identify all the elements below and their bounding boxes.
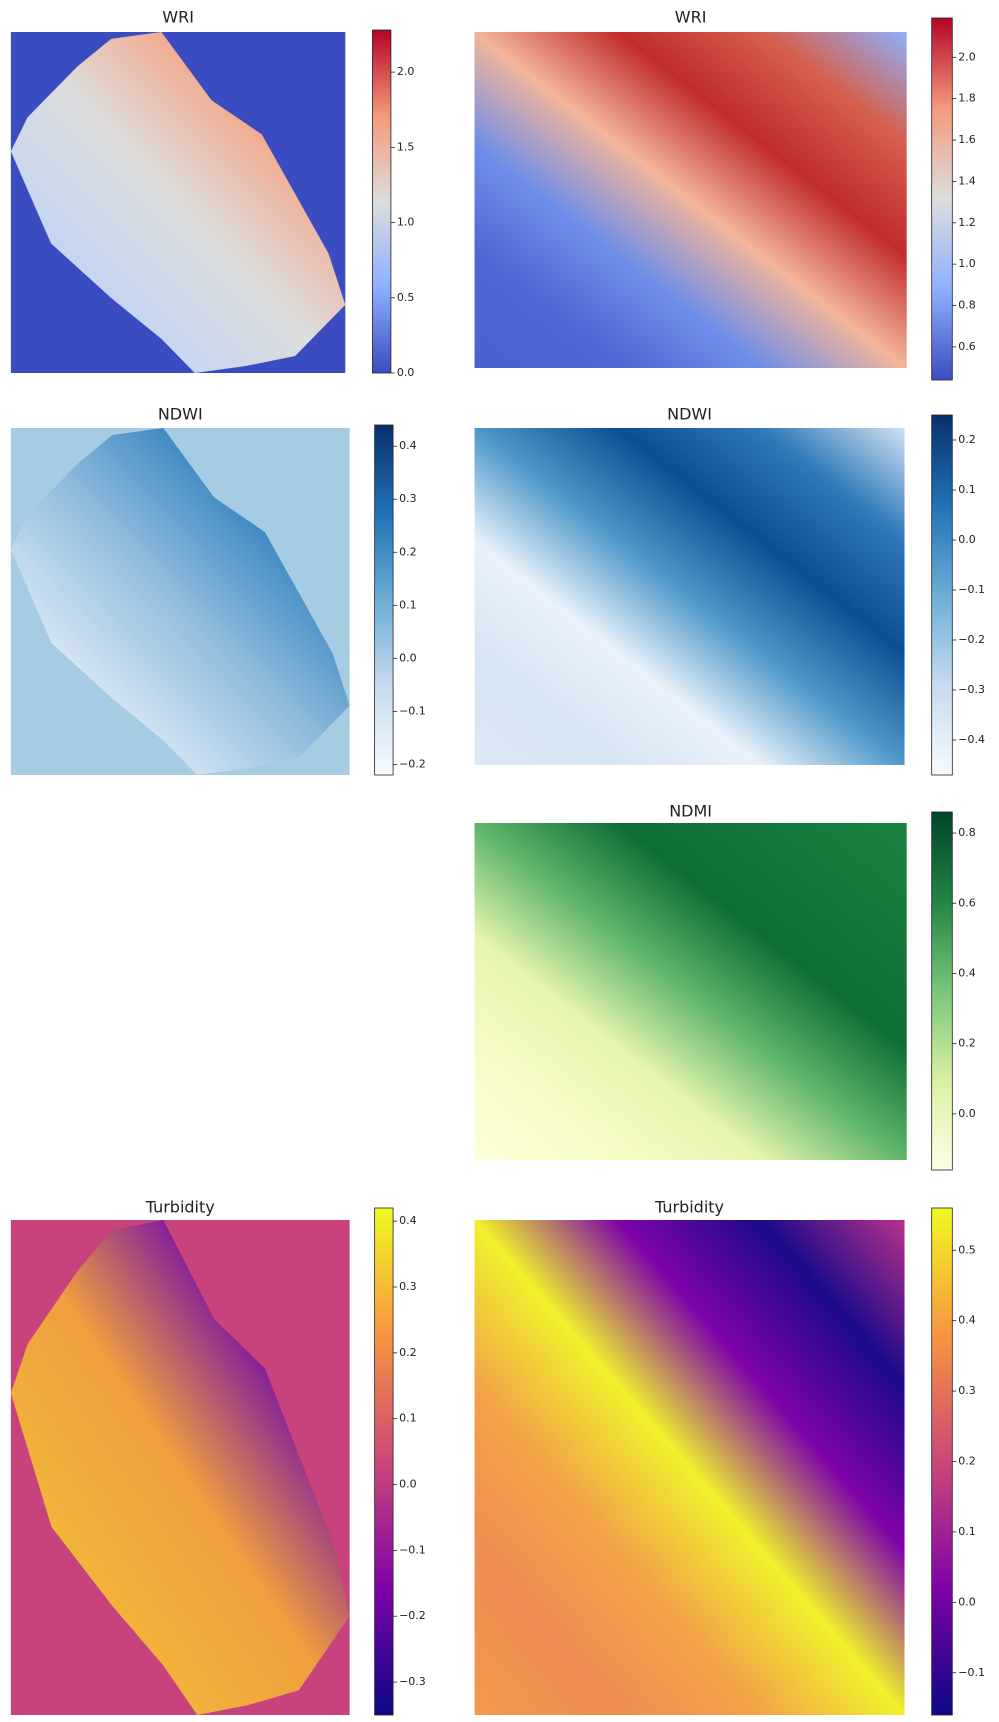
colorbar-tick-label: 0.8: [958, 299, 976, 312]
colorbar-tick-label: 0.3: [399, 492, 417, 505]
colorbar-tick-label: 0.1: [958, 483, 976, 496]
colorbar-tick-label: 0.0: [399, 651, 417, 664]
image-footprint: [10, 428, 350, 775]
colorbar-tick-label: −0.3: [958, 683, 985, 696]
colorbar-tick-label: 0.3: [399, 1280, 417, 1293]
colorbar-tick-label: 0.0: [397, 366, 415, 379]
colorbar: [931, 1207, 953, 1716]
colorbar: [372, 29, 392, 374]
colorbar-tick-label: 2.0: [958, 50, 976, 63]
panel-title: Turbidity: [145, 1198, 215, 1217]
colorbar-tick-label: 0.2: [958, 1455, 976, 1468]
image: [474, 32, 907, 368]
colorbar-tick-label: −0.1: [399, 704, 426, 717]
colorbar-tick-label: −0.1: [958, 583, 985, 596]
colorbar-tick-label: 0.0: [399, 1478, 417, 1491]
colorbar-tick-label: −0.3: [399, 1675, 426, 1688]
colorbar-tick-label: 0.6: [958, 896, 976, 909]
colorbar-tick-label: −0.1: [958, 1666, 985, 1679]
panel-title: Turbidity: [654, 1198, 724, 1217]
colorbar-tick-label: 0.0: [958, 1595, 976, 1608]
colorbar-tick-label: 1.2: [958, 216, 976, 229]
colorbar-tick-label: 0.1: [399, 598, 417, 611]
image: [474, 1220, 905, 1715]
colorbar: [931, 17, 953, 381]
colorbar-tick-label: 1.0: [958, 257, 976, 270]
colorbar-tick-label: −0.1: [399, 1543, 426, 1556]
colorbar-tick-label: 0.6: [958, 340, 976, 353]
colorbar-tick-label: 0.1: [958, 1525, 976, 1538]
panel-title: WRI: [675, 8, 707, 27]
panel-title: NDWI: [667, 405, 712, 424]
colorbar-tick-label: 0.4: [958, 1314, 976, 1327]
colorbar-tick-label: 0.8: [958, 826, 976, 839]
colorbar: [374, 1207, 394, 1716]
colorbar-tick-label: 0.2: [399, 545, 417, 558]
image-footprint: [10, 1220, 350, 1715]
image: [474, 823, 907, 1160]
colorbar-tick-label: 0.0: [958, 533, 976, 546]
colorbar-tick-label: 0.3: [958, 1384, 976, 1397]
colorbar-tick-label: 0.4: [399, 1214, 417, 1227]
colorbar-tick-label: 0.4: [958, 966, 976, 979]
colorbar-tick-label: 0.2: [399, 1346, 417, 1359]
colorbar-tick-label: 1.8: [958, 92, 976, 105]
colorbar-tick-label: −0.4: [958, 733, 985, 746]
colorbar-tick-label: 0.4: [399, 439, 417, 452]
colorbar-tick-label: 0.2: [958, 1037, 976, 1050]
colorbar-tick-label: 0.2: [958, 433, 976, 446]
colorbar-tick-label: 1.4: [958, 174, 976, 187]
colorbar-tick-label: 2.0: [397, 65, 415, 78]
colorbar-tick-label: −0.2: [958, 633, 985, 646]
panel-title: NDWI: [158, 405, 203, 424]
colorbar-tick-label: 0.5: [397, 291, 415, 304]
panel-title: WRI: [162, 8, 194, 27]
image-footprint: [10, 32, 346, 373]
panel-title: NDMI: [669, 802, 712, 821]
colorbar-tick-label: −0.2: [399, 757, 426, 770]
colorbar-tick-label: 1.0: [397, 216, 415, 229]
colorbar-tick-label: 0.1: [399, 1412, 417, 1425]
colorbar-tick-label: 0.5: [958, 1243, 976, 1256]
colorbar: [931, 811, 953, 1171]
colorbar: [931, 414, 953, 776]
colorbar-tick-label: −0.2: [399, 1609, 426, 1622]
image: [474, 428, 905, 765]
colorbar-tick-label: 0.0: [958, 1107, 976, 1120]
colorbar-tick-label: 1.6: [958, 133, 976, 146]
colorbar-tick-label: 1.5: [397, 140, 415, 153]
colorbar: [374, 424, 394, 776]
